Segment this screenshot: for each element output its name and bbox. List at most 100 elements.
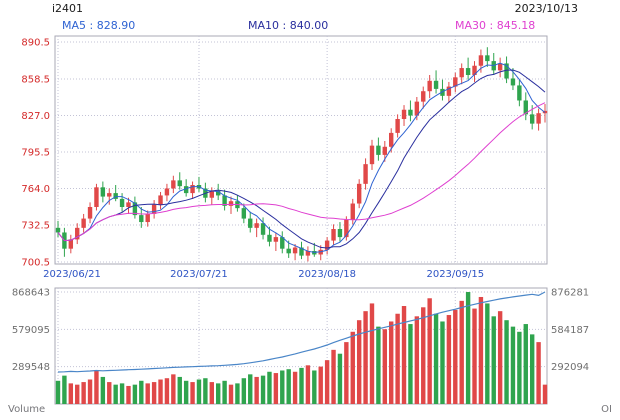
volume-bar xyxy=(331,349,336,404)
ma5-label: MA5 : 828.90 xyxy=(62,19,136,32)
candle-body xyxy=(504,63,509,79)
volume-bar xyxy=(145,383,150,404)
candle-body xyxy=(389,132,394,147)
candle-body xyxy=(446,86,452,96)
candle-body xyxy=(369,145,375,165)
volume-bar xyxy=(228,384,234,404)
volume-bar xyxy=(497,311,503,404)
volume-bar xyxy=(350,331,355,404)
volume-bar xyxy=(62,375,67,404)
date-axis-label: 2023/06/21 xyxy=(43,269,101,280)
volume-bar xyxy=(363,311,368,404)
price-axis-label: 732.5 xyxy=(21,220,50,231)
volume-bar xyxy=(427,298,432,404)
date-axis-label: 2023/09/15 xyxy=(426,269,484,280)
volume-bar xyxy=(151,382,157,404)
candle-body xyxy=(299,247,304,256)
volume-bar xyxy=(235,383,240,404)
volume-bar xyxy=(376,326,381,404)
volume-bar xyxy=(260,375,266,404)
candle-body xyxy=(478,55,484,66)
volume-bar xyxy=(126,385,131,404)
volume-bar xyxy=(171,374,176,404)
candle-body xyxy=(100,187,106,197)
volume-bar xyxy=(87,379,93,404)
volume-bar xyxy=(529,334,535,404)
candle-body xyxy=(344,219,349,238)
oi-axis-title: OI xyxy=(601,404,612,415)
volume-bar xyxy=(382,329,388,404)
volume-axis-label: 579095 xyxy=(12,325,50,336)
candle-body xyxy=(472,65,477,75)
date-axis-label: 2023/07/21 xyxy=(170,269,228,280)
volume-bar xyxy=(190,382,195,404)
candle-body xyxy=(356,183,362,204)
volume-bar xyxy=(183,380,189,404)
volume-bar xyxy=(81,382,86,404)
volume-bar xyxy=(504,320,509,404)
volume-bar xyxy=(401,306,407,404)
price-axis-label: 858.5 xyxy=(21,75,50,86)
ma10-line xyxy=(57,69,546,249)
candle-body xyxy=(209,190,214,198)
candle-body xyxy=(331,229,336,241)
volume-bar xyxy=(222,380,227,404)
candle-body xyxy=(190,185,195,194)
candle-body xyxy=(145,213,150,223)
candle-body xyxy=(55,227,61,233)
volume-bar xyxy=(209,382,214,404)
oi-line xyxy=(57,291,546,373)
volume-bar xyxy=(177,376,182,404)
volume-bar xyxy=(523,324,528,404)
volume-bar xyxy=(408,324,413,404)
volume-bar xyxy=(299,367,304,404)
date-axis-label: 2023/08/18 xyxy=(298,269,356,280)
ma30-line xyxy=(57,102,546,242)
volume-bar xyxy=(389,321,394,404)
candle-body xyxy=(395,119,400,133)
candle-body xyxy=(459,68,464,78)
volume-bar xyxy=(318,366,323,404)
volume-bar xyxy=(139,380,144,404)
candle-body xyxy=(376,145,381,155)
candle-body xyxy=(215,190,221,196)
price-axis-label: 795.5 xyxy=(21,148,50,159)
volume-bar xyxy=(196,379,202,404)
candle-body xyxy=(453,77,458,87)
volume-bar xyxy=(107,382,112,404)
volume-axis-label: 289548 xyxy=(12,362,50,373)
candle-body xyxy=(126,202,131,207)
candle-body xyxy=(132,202,138,216)
price-axis-label: 700.5 xyxy=(21,258,50,269)
ma10-label: MA10 : 840.00 xyxy=(248,19,329,32)
candle-body xyxy=(433,80,439,89)
candle-body xyxy=(81,218,86,228)
volume-bar xyxy=(55,380,61,404)
volume-bar xyxy=(459,300,464,404)
candle-body xyxy=(510,78,516,86)
volume-bar xyxy=(395,313,400,404)
volume-bar xyxy=(478,296,484,404)
volume-bar xyxy=(485,303,490,404)
volume-bar xyxy=(491,316,496,404)
volume-bar xyxy=(241,378,247,404)
candle-body xyxy=(68,239,74,249)
volume-bar xyxy=(119,383,125,404)
volume-bar xyxy=(414,316,420,404)
volume-bar xyxy=(254,376,259,404)
volume-bar xyxy=(324,360,330,404)
candle-body xyxy=(75,227,80,240)
candle-body xyxy=(427,80,432,92)
volume-bar xyxy=(158,379,163,404)
volume-bar xyxy=(100,376,106,404)
volume-bar xyxy=(453,309,458,404)
candle-body xyxy=(267,234,272,242)
candle-body xyxy=(183,186,189,194)
candle-body xyxy=(465,68,471,75)
ma30-label: MA30 : 845.18 xyxy=(455,19,536,32)
candle-body xyxy=(87,207,93,219)
price-axis-label: 827.0 xyxy=(21,111,50,122)
volume-bar xyxy=(75,384,80,404)
candle-body xyxy=(286,248,291,254)
candle-body xyxy=(248,218,253,228)
